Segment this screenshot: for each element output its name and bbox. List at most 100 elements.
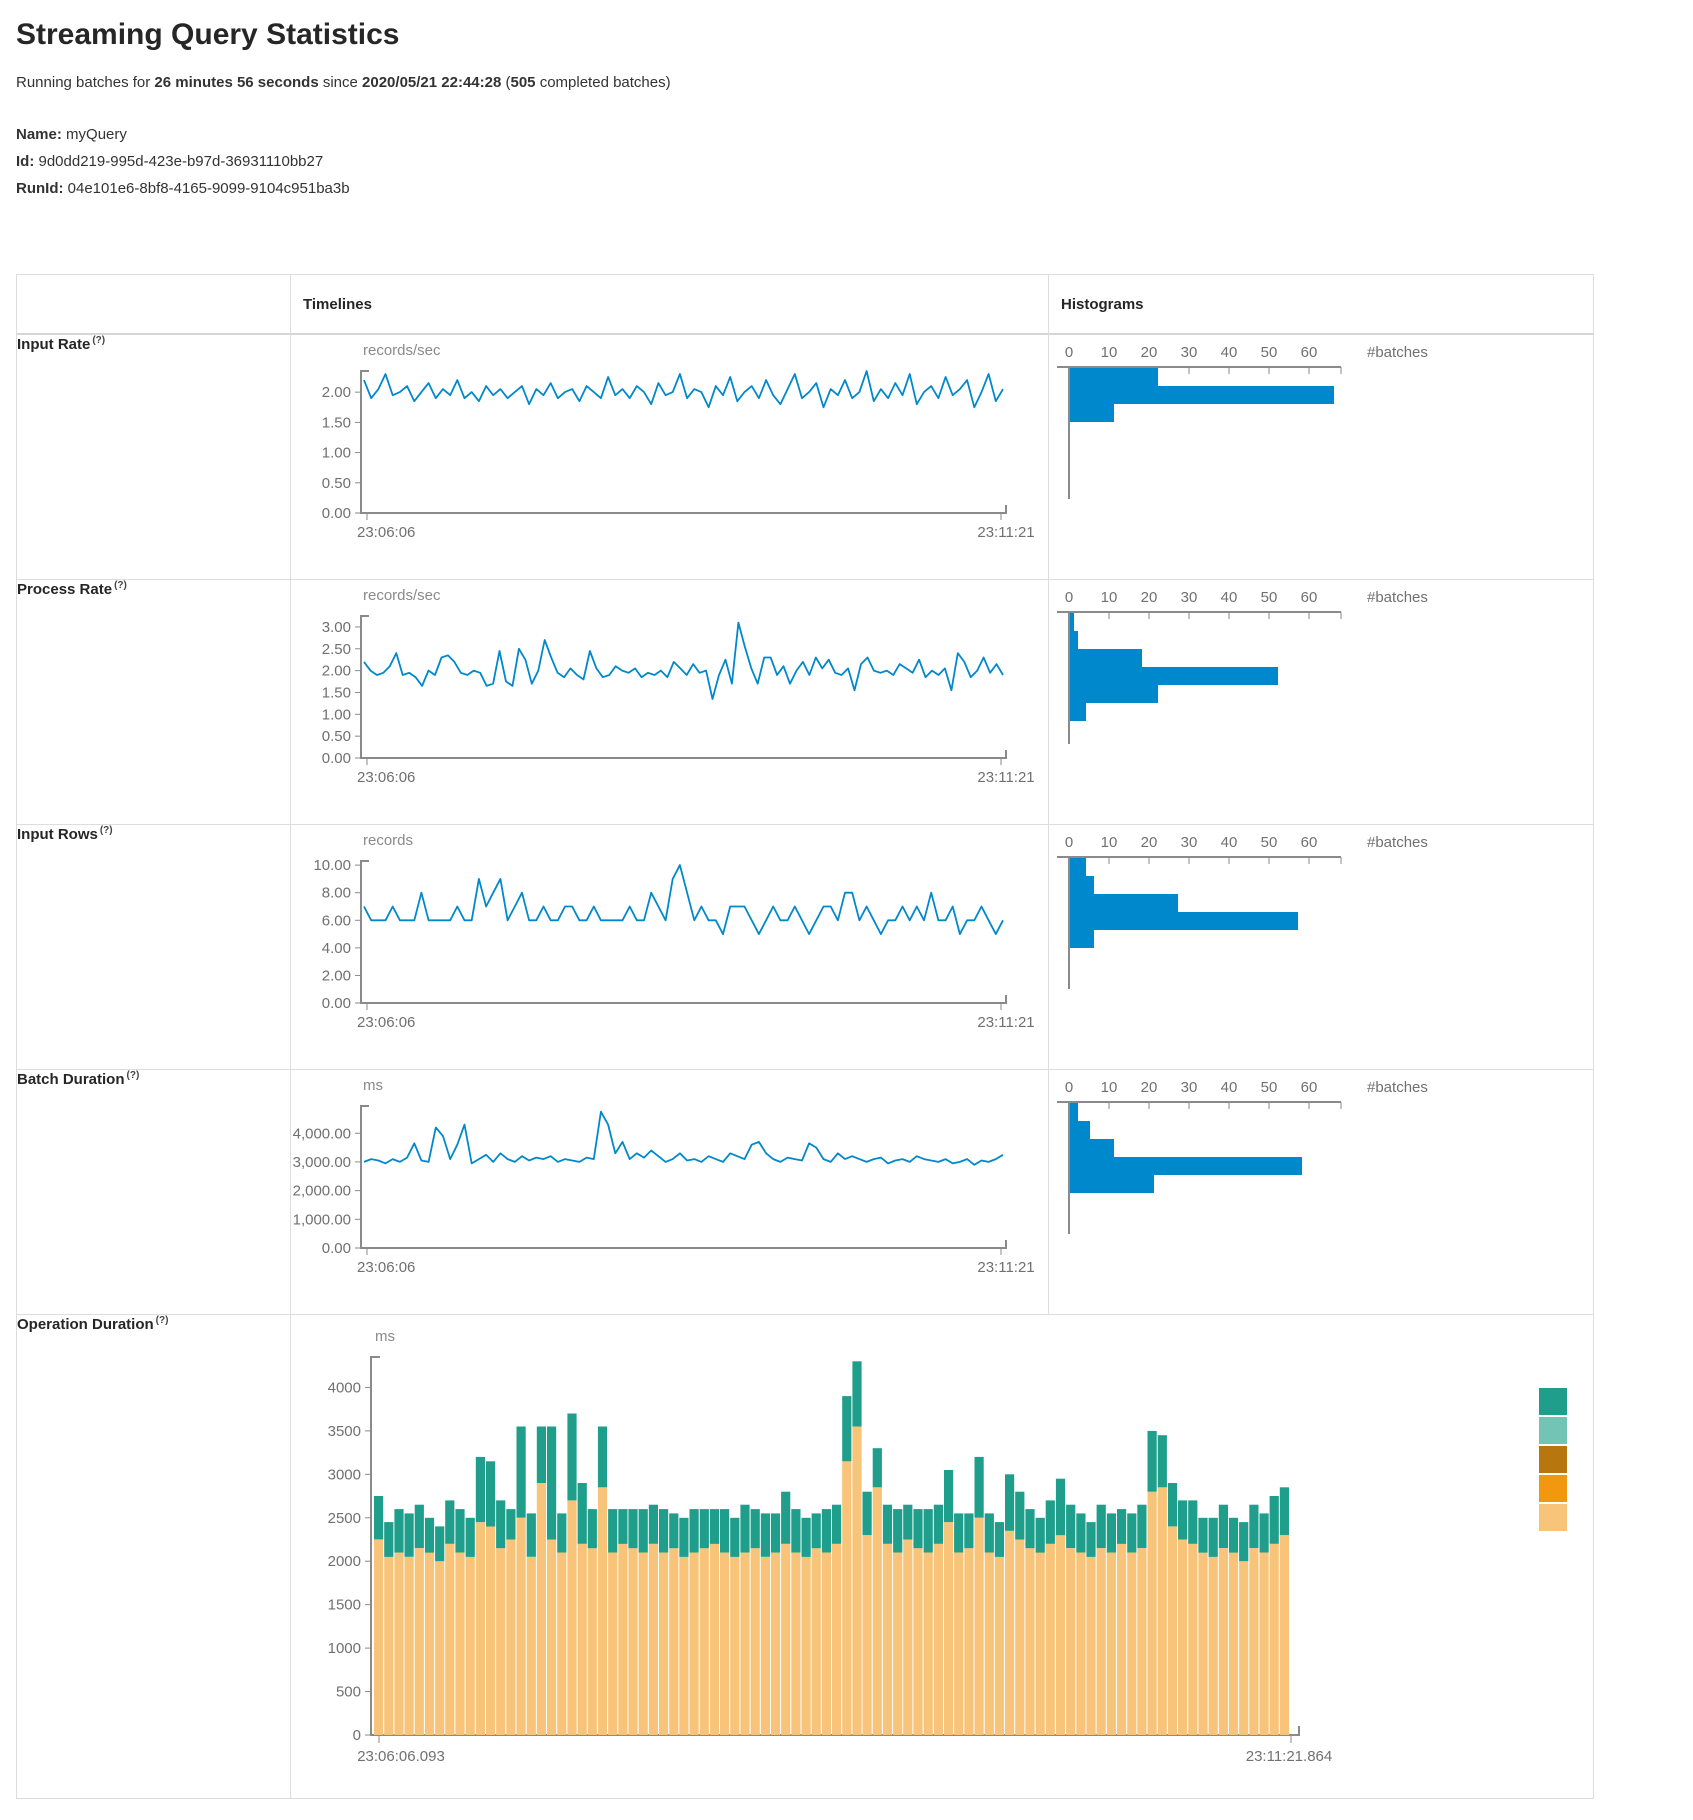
- row-label-input-rate: Input Rate (?): [16, 333, 291, 580]
- legend-swatch: [1539, 1475, 1567, 1502]
- summary-batch-count: 505: [510, 74, 536, 91]
- svg-text:1,000.00: 1,000.00: [293, 1211, 351, 1228]
- svg-text:2.00: 2.00: [322, 663, 351, 680]
- help-icon[interactable]: (?): [92, 335, 106, 346]
- process-rate-timeline-chart: records/sec 0.00 0.50 1.00 1.50 2.00 2.50 3.00 2…: [322, 587, 1035, 786]
- svg-text:4,000.00: 4,000.00: [293, 1125, 351, 1142]
- operation-duration-legend: [1539, 1388, 1567, 1533]
- svg-text:23:06:06: 23:06:06: [357, 1259, 415, 1276]
- svg-text:10: 10: [1101, 1079, 1118, 1096]
- svg-text:10: 10: [1101, 834, 1118, 851]
- help-icon[interactable]: (?): [114, 580, 127, 591]
- help-icon[interactable]: (?): [126, 1070, 140, 1081]
- svg-text:records/sec: records/sec: [363, 342, 441, 359]
- svg-text:20: 20: [1141, 1079, 1158, 1096]
- svg-text:20: 20: [1141, 834, 1158, 851]
- svg-text:records: records: [363, 832, 413, 849]
- svg-text:0: 0: [1065, 344, 1073, 361]
- svg-text:0: 0: [1065, 589, 1073, 606]
- svg-text:40: 40: [1221, 344, 1238, 361]
- svg-text:0.00: 0.00: [322, 995, 351, 1012]
- svg-text:#batches: #batches: [1367, 1079, 1428, 1096]
- svg-text:1000: 1000: [328, 1640, 361, 1657]
- query-id-value: 9d0dd219-995d-423e-b97d-36931110bb27: [34, 153, 324, 170]
- svg-text:2.00: 2.00: [322, 967, 351, 984]
- svg-text:50: 50: [1261, 1079, 1278, 1096]
- svg-text:40: 40: [1221, 834, 1238, 851]
- svg-text:1.50: 1.50: [322, 414, 351, 431]
- svg-text:10: 10: [1101, 589, 1118, 606]
- input-rows-timeline-cell: records 0.00 2.00 4.00 6.00 8.00 10.00 23:06:06…: [290, 824, 1049, 1070]
- help-icon[interactable]: (?): [155, 1315, 169, 1326]
- svg-text:0.00: 0.00: [322, 750, 351, 767]
- summary-duration: 26 minutes 56 seconds: [154, 74, 319, 91]
- svg-text:500: 500: [336, 1684, 361, 1701]
- svg-text:60: 60: [1301, 1079, 1318, 1096]
- svg-text:30: 30: [1181, 589, 1198, 606]
- input-rows-timeline-chart: records 0.00 2.00 4.00 6.00 8.00 10.00 23:06:06…: [313, 832, 1034, 1031]
- svg-text:60: 60: [1301, 834, 1318, 851]
- svg-text:2500: 2500: [328, 1510, 361, 1527]
- svg-text:3.00: 3.00: [322, 619, 351, 636]
- svg-text:0: 0: [353, 1727, 361, 1744]
- svg-text:0.50: 0.50: [322, 728, 351, 745]
- input-rows-histogram-cell: 0 10 20 30 40 50 60 #batches: [1048, 824, 1594, 1070]
- svg-text:23:06:06: 23:06:06: [357, 1014, 415, 1031]
- process-rate-histogram-chart: 0 10 20 30 40 50 60 #batches: [1057, 589, 1428, 744]
- running-batches-summary: Running batches for 26 minutes 56 second…: [16, 74, 671, 91]
- batch-duration-histogram-cell: 0 10 20 30 40 50 60 #batches: [1048, 1069, 1594, 1315]
- svg-text:30: 30: [1181, 834, 1198, 851]
- svg-text:60: 60: [1301, 589, 1318, 606]
- batch-duration-histogram-chart: 0 10 20 30 40 50 60 #batches: [1057, 1079, 1428, 1234]
- svg-text:#batches: #batches: [1367, 589, 1428, 606]
- svg-text:30: 30: [1181, 1079, 1198, 1096]
- help-icon[interactable]: (?): [99, 825, 113, 836]
- legend-swatch: [1539, 1446, 1567, 1473]
- svg-text:1.50: 1.50: [322, 684, 351, 701]
- query-name-line: Name: myQuery: [16, 121, 1677, 148]
- svg-text:6.00: 6.00: [322, 912, 351, 929]
- row-label-input-rows: Input Rows (?): [16, 824, 291, 1070]
- table-row: Batch Duration (?) ms 0.00 1,000.00 2,000.00…: [16, 1069, 1594, 1315]
- query-metadata: Name: myQuery Id: 9d0dd219-995d-423e-b97…: [16, 121, 1677, 202]
- table-row: Operation Duration (?) ms 0 500 1000 1500 2000…: [16, 1314, 1594, 1799]
- summary-start-time: 2020/05/21 22:44:28: [362, 74, 502, 91]
- input-rate-histogram-cell: 0 10 20 30 40 50 60 #batches: [1048, 333, 1594, 580]
- svg-text:23:06:06.093: 23:06:06.093: [357, 1748, 445, 1765]
- svg-text:#batches: #batches: [1367, 344, 1428, 361]
- svg-text:23:11:21: 23:11:21: [977, 1014, 1034, 1031]
- svg-text:2,000.00: 2,000.00: [293, 1183, 351, 1200]
- header-histograms: Histograms: [1048, 274, 1594, 335]
- process-rate-histogram-cell: 0 10 20 30 40 50 60 #batches: [1048, 579, 1594, 825]
- svg-text:23:11:21: 23:11:21: [977, 769, 1034, 786]
- svg-text:50: 50: [1261, 589, 1278, 606]
- page-title: Streaming Query Statistics: [16, 18, 400, 51]
- query-runid-label: RunId:: [16, 180, 64, 197]
- svg-text:8.00: 8.00: [322, 885, 351, 902]
- operation-duration-cell: ms 0 500 1000 1500 2000 2500 3000 3500 4000 23:06:…: [290, 1314, 1594, 1799]
- svg-text:2.50: 2.50: [322, 641, 351, 658]
- row-label-batch-duration: Batch Duration (?): [16, 1069, 291, 1315]
- table-header-row: Timelines Histograms: [16, 274, 1594, 335]
- query-id-line: Id: 9d0dd219-995d-423e-b97d-36931110bb27: [16, 148, 1677, 175]
- svg-text:20: 20: [1141, 589, 1158, 606]
- query-name-value: myQuery: [61, 126, 127, 143]
- input-rate-timeline-chart: records/sec 0.00 0.50 1.00 1.50 2.00 23:06:06 2…: [322, 342, 1035, 541]
- svg-text:3500: 3500: [328, 1423, 361, 1440]
- header-empty-cell: [16, 274, 291, 335]
- svg-text:40: 40: [1221, 1079, 1238, 1096]
- svg-text:40: 40: [1221, 589, 1238, 606]
- svg-text:30: 30: [1181, 344, 1198, 361]
- legend-swatch: [1539, 1417, 1567, 1444]
- svg-text:20: 20: [1141, 344, 1158, 361]
- svg-text:2.00: 2.00: [322, 384, 351, 401]
- input-rate-histogram-chart: 0 10 20 30 40 50 60 #batches: [1057, 344, 1428, 499]
- batch-duration-timeline-cell: ms 0.00 1,000.00 2,000.00 3,000.00 4,000.00 23…: [290, 1069, 1049, 1315]
- svg-text:23:11:21: 23:11:21: [977, 524, 1034, 541]
- operation-duration-stacked-chart: ms 0 500 1000 1500 2000 2500 3000 3500 4000 23:06:…: [328, 1328, 1333, 1765]
- svg-text:3000: 3000: [328, 1466, 361, 1483]
- svg-text:1.00: 1.00: [322, 445, 351, 462]
- row-label-operation-duration: Operation Duration (?): [16, 1314, 291, 1799]
- svg-text:60: 60: [1301, 344, 1318, 361]
